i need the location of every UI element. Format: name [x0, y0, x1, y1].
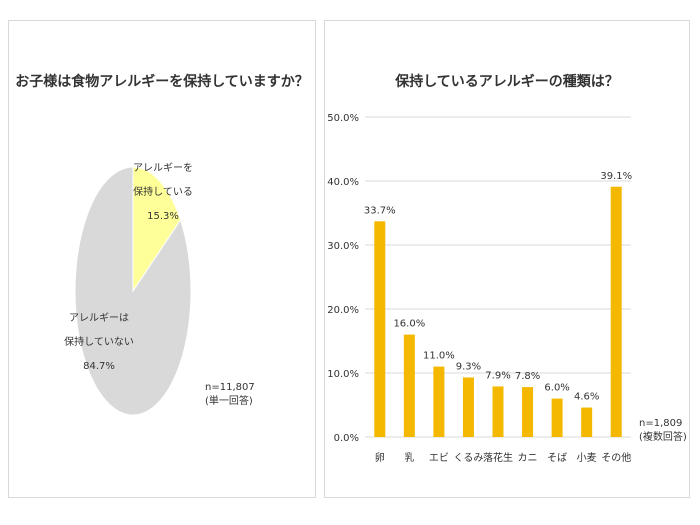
bar-value-label-6: 6.0% [544, 383, 569, 394]
x-category-label-3: くるみ [454, 452, 484, 464]
pie-chart-title: お子様は食物アレルギーを保持していますか？ [15, 74, 309, 90]
pie-slice-label-0-1: 保持している [133, 185, 193, 198]
bar-value-label-7: 4.6% [574, 392, 599, 403]
x-category-label-5: カニ [518, 452, 538, 464]
bar-1 [403, 334, 415, 437]
bar-sample-note: n=1,809 (複数回答) [639, 417, 687, 445]
pie-sample-note: n=11,807 (単一回答) [205, 381, 255, 409]
x-category-label-4: 落花生 [483, 451, 513, 464]
bar-0 [374, 221, 386, 437]
y-tick-label-0: 0.0% [334, 433, 359, 444]
y-tick-label-4: 40.0% [327, 177, 359, 188]
pie-slice-label-0-2: 15.3% [147, 211, 179, 222]
bar-value-label-0: 33.7% [364, 205, 396, 216]
bar-2 [433, 366, 445, 437]
x-category-label-0: 卵 [375, 452, 385, 464]
bar-value-label-4: 7.9% [485, 370, 510, 381]
pie-slice-label-0-0: アレルギーを [133, 162, 193, 174]
bar-5 [522, 387, 534, 437]
x-category-label-1: 乳 [404, 451, 414, 464]
pie-slice-label-1-1: 保持していない [64, 335, 134, 348]
pie-answer-type: (単一回答) [205, 396, 253, 407]
bar-value-label-8: 39.1% [600, 171, 632, 182]
pie-chart-panel: お子様は食物アレルギーを保持していますか？ アレルギーを 保持している 15.3% ア… [8, 20, 316, 498]
bar-chart: 0.0% 10.0% 20.0% 30.0% 40.0% 50.0% 33.7% 卵 16.0%… [327, 113, 632, 464]
bar-3 [462, 377, 474, 437]
pie-slice-0 [132, 166, 182, 293]
y-tick-label-3: 30.0% [327, 241, 359, 252]
bar-sample-size: n=1,809 [639, 418, 683, 429]
bar-8 [610, 186, 622, 437]
bar-chart-title: 保持しているアレルギーの種類は？ [395, 74, 619, 90]
y-tick-label-1: 10.0% [327, 369, 359, 380]
bar-6 [551, 398, 563, 437]
y-tick-label-5: 50.0% [327, 113, 359, 124]
bar-value-label-3: 9.3% [456, 361, 481, 372]
bar-value-label-5: 7.8% [515, 371, 540, 382]
bar-4 [492, 386, 504, 437]
pie-sample-size: n=11,807 [205, 382, 255, 393]
bar-chart-panel: 保持しているアレルギーの種類は？ 0.0% 10.0% 20.0% 30.0% 40.0… [324, 20, 690, 498]
y-tick-label-2: 20.0% [327, 305, 359, 316]
x-category-label-2: エビ [429, 452, 449, 464]
x-category-label-7: 小麦 [577, 452, 597, 464]
bar-7 [581, 407, 593, 437]
bar-value-label-1: 16.0% [393, 319, 425, 330]
bar-value-label-2: 11.0% [423, 351, 455, 362]
pie-slice-label-1-2: 84.7% [83, 361, 115, 372]
x-category-label-6: そば [547, 452, 567, 464]
x-category-label-8: その他 [601, 451, 631, 464]
pie-slice-label-1-0: アレルギーは [69, 312, 129, 324]
pie-slice-1 [74, 166, 192, 416]
bar-answer-type: (複数回答) [639, 432, 687, 443]
